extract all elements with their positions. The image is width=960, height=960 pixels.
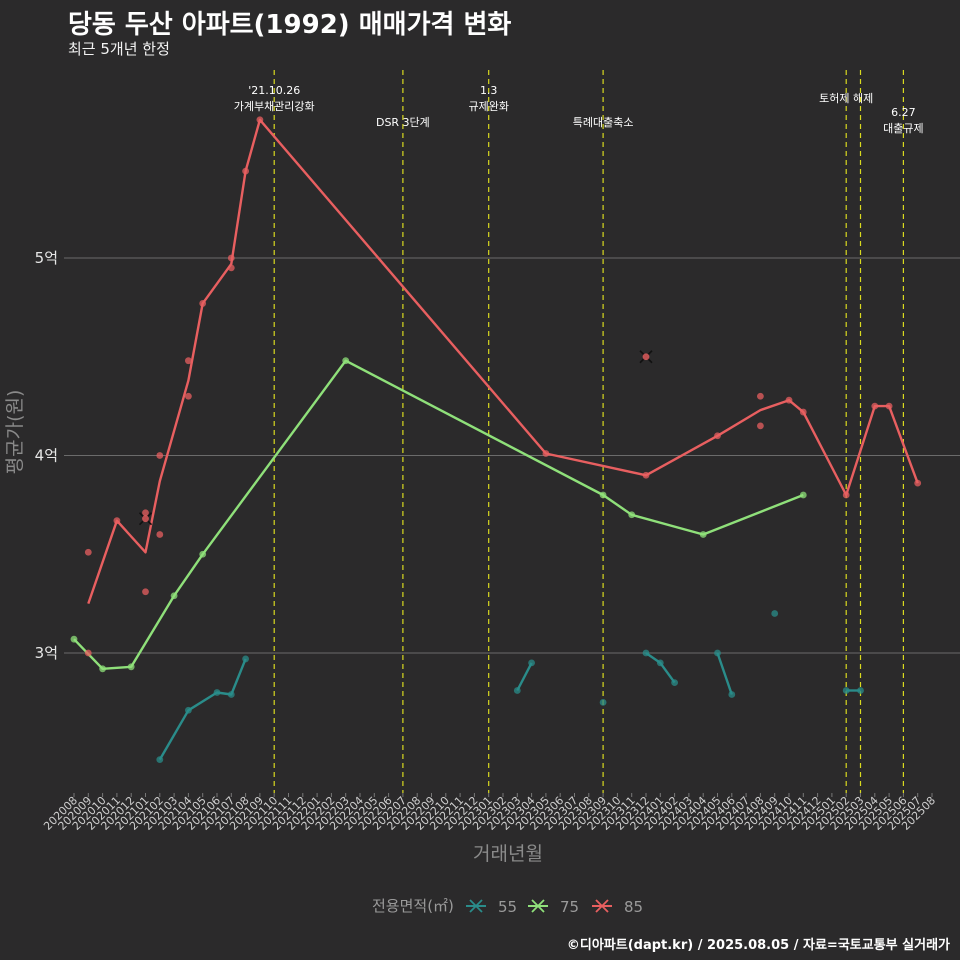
- data-point-75: [599, 491, 607, 499]
- y-tick-label: 3억: [35, 644, 58, 662]
- data-point-85: [84, 548, 92, 556]
- data-point-85: [156, 531, 164, 538]
- data-point-55: [213, 689, 221, 696]
- data-point-55: [671, 679, 678, 687]
- data-point-75: [699, 531, 707, 538]
- data-point-85: [113, 517, 121, 525]
- data-point-85: [256, 116, 264, 124]
- y-tick-label: 5억: [35, 249, 58, 267]
- page-title: 당동 두산 아파트(1992) 매매가격 변화: [68, 10, 512, 40]
- data-point-85: [242, 167, 250, 175]
- data-point-75: [170, 592, 178, 600]
- data-point-55: [656, 659, 664, 667]
- y-axis-title: 평균가(원): [4, 390, 26, 475]
- data-point-55: [714, 649, 721, 657]
- data-point-55: [642, 649, 650, 657]
- data-point-85: [871, 402, 879, 410]
- data-point-85: [185, 357, 192, 365]
- data-point-85: [142, 588, 149, 596]
- legend-label-85: 85: [624, 898, 643, 916]
- series-line-85: [87, 118, 919, 604]
- event-label: 1.3: [480, 84, 498, 97]
- series-line-55: [716, 652, 733, 695]
- data-point-85: [885, 402, 893, 410]
- data-point-55: [528, 659, 535, 667]
- legend-key-mark-55: [469, 899, 483, 913]
- source-caption: ©디아파트(dapt.kr) / 2025.08.05 / 자료=국토교통부 실…: [566, 938, 950, 953]
- data-point-85: [757, 392, 764, 400]
- data-point-85: [84, 649, 92, 657]
- data-point-85: [842, 491, 850, 499]
- y-tick-label: 4억: [35, 447, 58, 465]
- data-point-85: [914, 479, 922, 487]
- data-point-85: [799, 408, 807, 416]
- data-point-85: [757, 422, 764, 430]
- x-axis-title: 거래년월: [473, 843, 543, 865]
- data-point-85: [142, 509, 149, 517]
- data-point-85: [199, 300, 207, 307]
- series-line-55: [158, 658, 247, 761]
- event-label: 대출규제: [883, 122, 923, 135]
- data-point-75: [799, 491, 807, 499]
- data-point-85: [156, 452, 164, 459]
- event-label: '21.10.26: [248, 84, 300, 97]
- event-label: 규제완화: [468, 100, 508, 113]
- data-point-55: [857, 687, 864, 694]
- data-point-55: [513, 687, 521, 694]
- data-point-85: [227, 264, 235, 272]
- data-point-75: [70, 635, 78, 643]
- data-point-75: [342, 357, 350, 365]
- legend-key-mark-75: [531, 899, 545, 913]
- series-line-55: [516, 662, 533, 692]
- data-point-55: [842, 687, 850, 694]
- legend: 전용면적(㎡) 55 75 85: [372, 897, 643, 916]
- legend-label-75: 75: [560, 898, 579, 916]
- series-line-75: [73, 359, 804, 670]
- event-label: 특례대출축소: [573, 116, 634, 129]
- legend-key-mark-85: [595, 899, 609, 913]
- data-point-85: [542, 450, 550, 457]
- data-point-85: [642, 471, 650, 479]
- cancelled-point-85: [642, 353, 650, 361]
- data-point-75: [199, 550, 207, 558]
- data-point-75: [127, 663, 135, 671]
- data-point-85: [785, 396, 793, 404]
- data-point-55: [156, 756, 164, 764]
- event-label: 토허제 해제: [819, 91, 873, 105]
- legend-label-55: 55: [498, 898, 517, 916]
- series-line-55: [645, 652, 676, 684]
- data-point-75: [628, 511, 636, 519]
- page-subtitle: 최근 5개년 한정: [68, 40, 170, 58]
- data-point-85: [227, 254, 235, 262]
- data-point-75: [99, 665, 106, 673]
- data-point-55: [599, 698, 607, 706]
- data-point-85: [185, 392, 192, 400]
- data-point-55: [771, 610, 779, 617]
- data-point-85: [714, 432, 721, 440]
- event-label: 가계부채관리강화: [234, 100, 315, 113]
- event-label: 6.27: [891, 106, 916, 119]
- data-point-55: [227, 691, 235, 698]
- data-point-55: [728, 691, 736, 698]
- data-point-55: [185, 706, 192, 714]
- cancelled-point-85: [142, 515, 149, 523]
- data-point-55: [242, 655, 250, 663]
- event-label: DSR 3단계: [376, 116, 430, 129]
- legend-title: 전용면적(㎡): [372, 897, 454, 915]
